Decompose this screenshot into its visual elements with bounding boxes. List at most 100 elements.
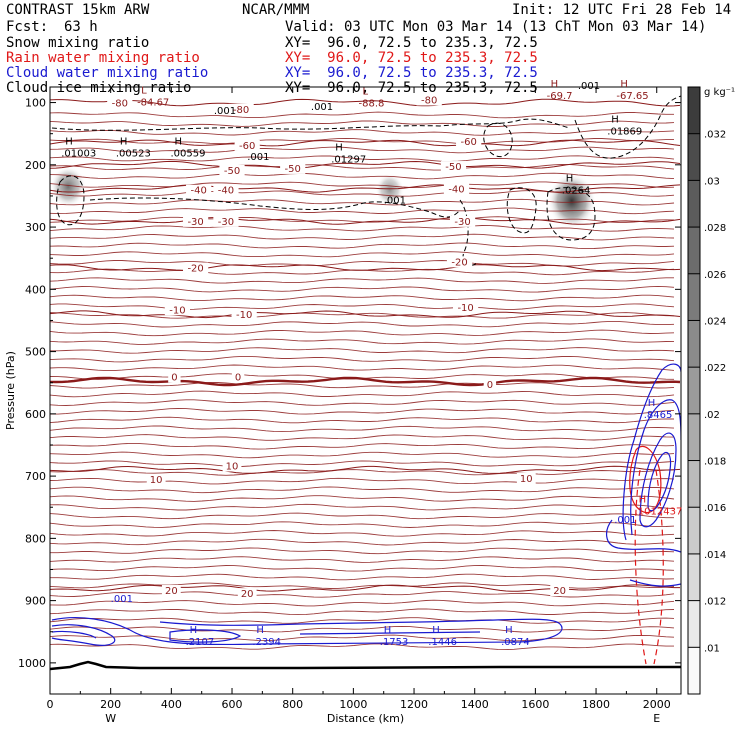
label-backdrop (516, 472, 536, 484)
x-tick-label: 2000 (643, 698, 671, 711)
y-tick-label: 100 (25, 97, 46, 110)
temperature-contour-label: -80 (421, 95, 437, 106)
extremum-value: .01297 (331, 155, 366, 166)
temperature-contour-label: 10 (520, 474, 533, 485)
extremum-marker: H (335, 143, 343, 154)
temperature-contour (50, 565, 675, 572)
temperature-contour (50, 146, 675, 154)
colorbar-frame (687, 86, 701, 695)
label-backdrop (168, 371, 181, 383)
extremum-value: .1446 (428, 637, 457, 648)
snow-contour (483, 122, 513, 158)
temperature-contour (50, 98, 681, 107)
cloud-water-contour (622, 363, 681, 541)
temperature-contour (50, 425, 675, 433)
x-tick-label: 1200 (400, 698, 428, 711)
label-backdrop (237, 588, 257, 600)
temperature-contour (50, 184, 681, 193)
colorbar-swatch (688, 133, 700, 181)
extremum-marker: H (174, 136, 182, 147)
label-backdrop (164, 304, 191, 316)
x-tick-label: 600 (222, 698, 243, 711)
temperature-contour (50, 503, 675, 511)
temperature-contour (50, 139, 681, 147)
temperature-contour (50, 591, 675, 598)
temperature-contour-label: 20 (553, 586, 566, 597)
temperature-contour-label: -80 (112, 99, 128, 110)
temperature-contour (50, 617, 675, 624)
colorbar-tick-label: .028 (704, 223, 726, 234)
label-backdrop (222, 460, 242, 472)
label-backdrop (231, 371, 245, 383)
temperature-contour (50, 460, 675, 467)
x-tick-label: 200 (100, 698, 121, 711)
temperature-contour (50, 434, 675, 441)
header-title: CONTRAST 15km ARW (6, 2, 150, 18)
colorbar-swatch (688, 647, 700, 695)
y-tick-label: 900 (25, 595, 46, 608)
temperature-contour (50, 285, 675, 293)
temperature-contour (50, 416, 675, 424)
temperature-contour (50, 233, 675, 241)
temperature-contour-label: -30 (218, 217, 234, 228)
label-backdrop (186, 184, 212, 196)
snow-contour (459, 199, 479, 266)
temperature-contour-label: -20 (187, 264, 203, 275)
colorbar-tick-label: .016 (704, 503, 726, 514)
y-tick-label: 600 (25, 408, 46, 421)
plot-frame (49, 86, 682, 695)
extremum-marker: H (566, 174, 574, 185)
field-ice-xy: XY= 96.0, 72.5 to 235.3, 72.5 (285, 80, 538, 96)
colorbar-swatch (688, 273, 700, 321)
label-backdrop (483, 378, 497, 390)
temperature-contour (50, 216, 675, 223)
cloud-water-contour (299, 631, 481, 635)
temperature-contour-label: -10 (457, 303, 473, 314)
temperature-contour-label: -50 (224, 166, 240, 177)
temperature-contour-label: -40 (190, 186, 206, 197)
label-backdrop (449, 215, 476, 227)
temperature-contour (50, 376, 681, 387)
temperature-contour (50, 643, 674, 651)
temperature-contour (50, 264, 681, 272)
temperature-contour (50, 469, 675, 476)
extremum-value: .2107 (186, 637, 215, 648)
field-rain-name: Rain water mixing ratio (6, 50, 200, 66)
y-tick-label: 800 (25, 532, 46, 545)
temperature-contour-label: -10 (236, 310, 252, 321)
contour-threshold-label: .001 (384, 195, 406, 206)
contour-threshold-label: .001 (214, 106, 236, 117)
temperature-contour (50, 608, 675, 616)
rain-contour (634, 469, 664, 665)
temperature-contour (50, 547, 675, 555)
temperature-contour (50, 486, 675, 494)
temperature-contour (50, 347, 675, 354)
extremum-marker: H (190, 625, 198, 636)
temperature-contour (50, 155, 675, 162)
x-tick-label: 1600 (521, 698, 549, 711)
label-backdrop (456, 136, 482, 148)
colorbar-unit: g kg⁻¹ (704, 87, 735, 98)
temperature-contour-label: -50 (445, 162, 461, 173)
field-ice-name: Cloud ice mixing ratio (6, 80, 192, 96)
label-backdrop (231, 309, 257, 321)
cloud-water-contour (51, 624, 116, 646)
contour-threshold-label: .001 (614, 515, 636, 526)
header-valid: Valid: 03 UTC Mon 03 Mar 14 (13 ChT Mon … (285, 19, 707, 35)
temperature-contour (50, 164, 675, 171)
label-backdrop (219, 164, 245, 176)
colorbar-swatch (688, 320, 700, 368)
extremum-marker: H (432, 625, 440, 636)
temperature-contour (50, 172, 675, 180)
colorbar-tick-label: .026 (704, 270, 726, 281)
y-tick-label: 200 (25, 159, 46, 172)
extremum-marker: H (611, 115, 619, 126)
temperature-contour (50, 582, 675, 589)
label-backdrop (146, 474, 166, 486)
temperature-contour (50, 538, 675, 546)
temperature-contour (50, 381, 675, 389)
snow-contour (506, 187, 537, 234)
temperature-contour-label: -20 (451, 257, 467, 268)
temperature-contour (50, 338, 675, 345)
extremum-marker: H (384, 625, 392, 636)
